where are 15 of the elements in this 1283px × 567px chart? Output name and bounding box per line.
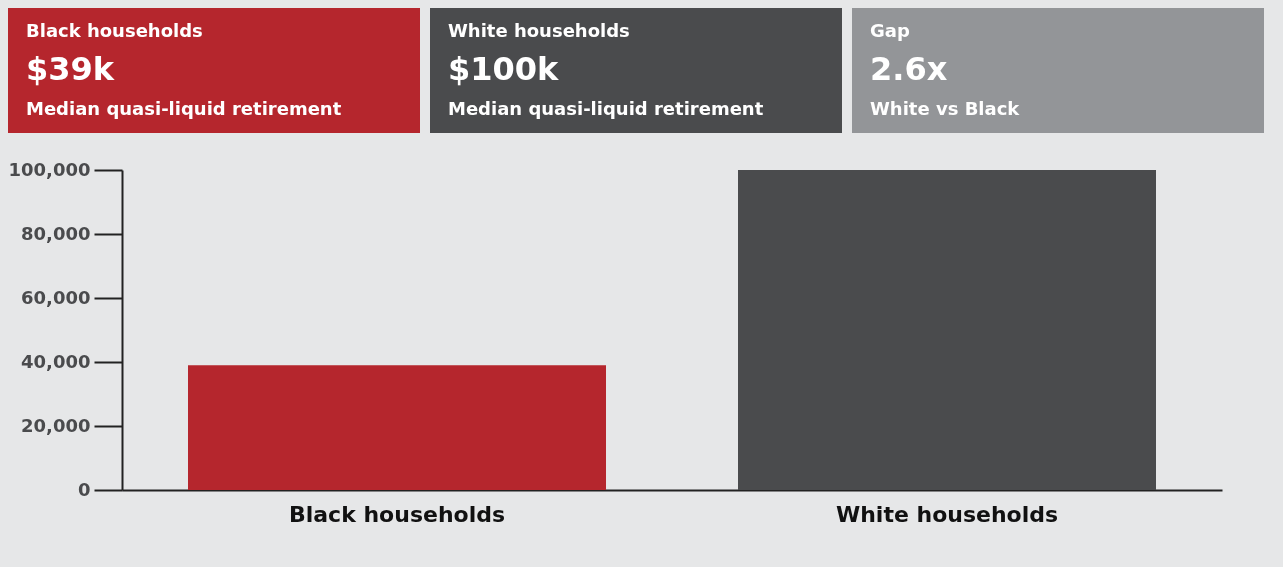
text: White vs Black	[870, 98, 1021, 119]
y-tick-label: 60,000	[21, 286, 91, 308]
y-tick-label: 80,000	[21, 222, 91, 244]
text: $39k	[26, 50, 115, 88]
text: Median quasi-liquid retirement	[26, 98, 342, 119]
y-tick-label: 20,000	[21, 414, 91, 436]
y-tick-label: 0	[77, 478, 91, 500]
text: Gap	[870, 20, 910, 41]
text: Median quasi-liquid retirement	[448, 98, 764, 119]
y-tick-label: 40,000	[21, 350, 91, 372]
y-tick-label: 100,000	[8, 158, 91, 180]
text: $100k	[448, 50, 560, 88]
text: Black households	[26, 20, 203, 41]
text: White households	[448, 20, 630, 41]
text: 2.6x	[870, 50, 948, 88]
